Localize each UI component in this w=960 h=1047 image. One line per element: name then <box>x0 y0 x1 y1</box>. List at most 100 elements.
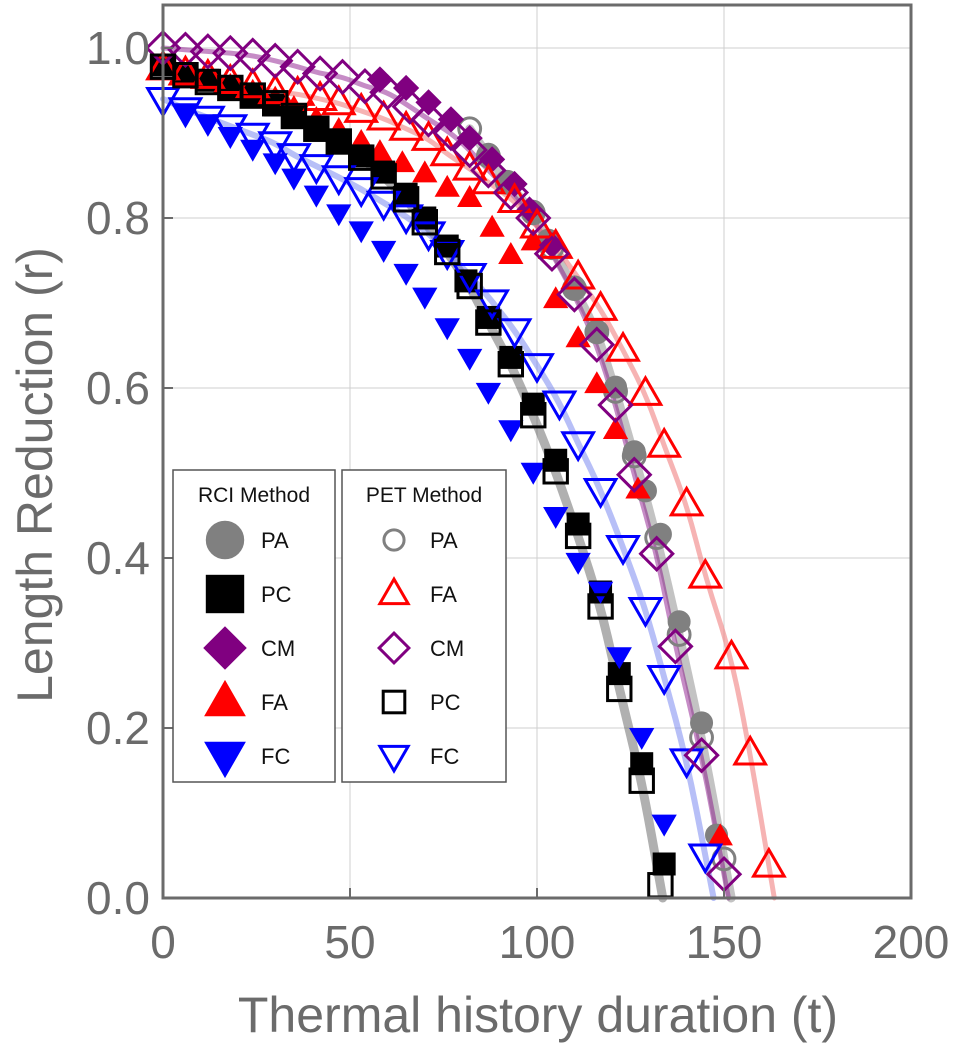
marker-pet-cm <box>301 55 339 92</box>
marker-rci-fc <box>434 318 460 341</box>
marker-rci-fc <box>475 382 502 405</box>
marker-pet-pc <box>520 402 547 429</box>
marker-pet-fc <box>410 221 447 253</box>
marker-pet-cm <box>492 174 530 211</box>
marker-pet-fa <box>668 485 705 517</box>
marker-pet-fa <box>732 734 769 766</box>
marker-rci-fa <box>602 417 629 440</box>
marker-pet-fa <box>257 73 294 105</box>
marker-pet-fa <box>212 62 249 94</box>
legend-title: RCI Method <box>198 484 310 507</box>
marker-pet-pc <box>456 272 483 300</box>
marker-pet-fa <box>627 374 664 406</box>
marker-pet-pc <box>370 163 397 190</box>
marker-pet-cm <box>167 31 204 68</box>
marker-pet-fc <box>627 597 664 629</box>
marker-pet-cm <box>683 736 720 774</box>
marker-pet-cm <box>556 276 593 313</box>
marker-rci-fa <box>584 371 610 394</box>
marker-rci-fc <box>262 153 288 176</box>
legend-label: FA <box>261 690 288 715</box>
marker-pet-pc <box>606 675 633 703</box>
marker-pet-fa <box>713 638 750 670</box>
marker-rci-fc <box>457 348 483 371</box>
marker-pet-cm <box>410 101 447 138</box>
x-tick-label: 100 <box>499 916 576 968</box>
marker-pet-pc <box>564 522 592 550</box>
legend-marker <box>205 574 245 614</box>
legend-marker <box>377 744 411 774</box>
marker-pet-pc <box>628 767 655 794</box>
marker-rci-fa <box>498 241 524 264</box>
marker-pet-pc <box>411 209 439 236</box>
marker-pet-pa <box>689 724 714 750</box>
marker-rci-fa <box>434 174 460 197</box>
marker-pet-fc <box>496 318 533 350</box>
marker-pet-cm <box>615 456 653 493</box>
marker-pet-cm <box>515 199 552 237</box>
marker-pet-fc <box>605 534 641 567</box>
y-tick-label: 0.0 <box>86 872 150 924</box>
legend-label: PC <box>430 690 461 715</box>
marker-pet-fc <box>519 353 555 385</box>
marker-pet-pc <box>434 238 461 266</box>
marker-pet-cm <box>369 73 406 111</box>
marker-pet-pc <box>587 593 614 620</box>
marker-pet-fa <box>388 109 425 141</box>
y-tick-label: 0.6 <box>86 362 150 414</box>
legend-label: CM <box>261 636 295 661</box>
marker-pet-cm <box>578 326 616 363</box>
marker-pet-cm <box>391 88 429 125</box>
marker-pet-pa <box>666 622 692 647</box>
marker-pet-fa <box>537 227 574 259</box>
marker-pet-fa <box>167 54 204 86</box>
x-tick-label: 0 <box>150 916 176 968</box>
marker-pet-pc <box>497 351 525 378</box>
marker-pet-pc <box>325 128 352 155</box>
marker-rci-fc <box>629 727 655 750</box>
y-tick-label: 0.2 <box>86 702 150 754</box>
marker-rci-cm <box>437 106 465 133</box>
marker-rci-fa <box>412 160 438 183</box>
marker-pet-cm <box>189 33 227 70</box>
legend-marker <box>204 741 246 779</box>
marker-pet-fc <box>646 665 683 697</box>
marker-rci-fc <box>543 506 569 529</box>
legend-label: PA <box>261 528 289 553</box>
marker-pet-fa <box>605 330 641 362</box>
marker-pet-fa <box>343 91 380 123</box>
marker-pet-pc <box>542 458 569 485</box>
marker-rci-pc <box>349 144 373 168</box>
legend-marker <box>205 520 245 560</box>
marker-pet-fa <box>582 289 619 321</box>
x-tick-label: 200 <box>873 916 950 968</box>
marker-rci-fc <box>348 221 374 244</box>
marker-pet-cm <box>324 58 361 96</box>
y-tick-label: 0.8 <box>86 192 150 244</box>
marker-pet-fa <box>750 846 787 878</box>
marker-pet-fa <box>687 557 724 589</box>
marker-pet-fc <box>582 478 619 510</box>
legend-label: FC <box>430 744 459 769</box>
marker-rci-pa <box>667 610 691 634</box>
marker-pet-fc <box>167 97 204 129</box>
marker-pet-cm <box>638 535 675 572</box>
marker-rci-fc <box>606 647 632 670</box>
marker-pet-fc <box>541 390 578 422</box>
legend-box <box>172 469 336 783</box>
marker-rci-fc <box>520 462 546 485</box>
marker-pet-fa <box>320 84 357 116</box>
x-tick-label: 150 <box>686 916 763 968</box>
y-tick-label: 1.0 <box>86 22 150 74</box>
marker-pet-cm <box>279 48 316 85</box>
marker-pet-fc <box>451 262 488 295</box>
legend-label: PA <box>430 528 458 553</box>
marker-pet-fa <box>302 79 338 111</box>
marker-pet-pa <box>584 319 610 345</box>
y-axis-title: Length Reduction (r) <box>7 247 63 703</box>
marker-rci-fc <box>393 263 419 286</box>
legend-label: PC <box>261 582 292 607</box>
marker-pet-cm <box>533 235 571 272</box>
marker-rci-fc <box>326 204 352 227</box>
legend-marker <box>382 528 406 552</box>
